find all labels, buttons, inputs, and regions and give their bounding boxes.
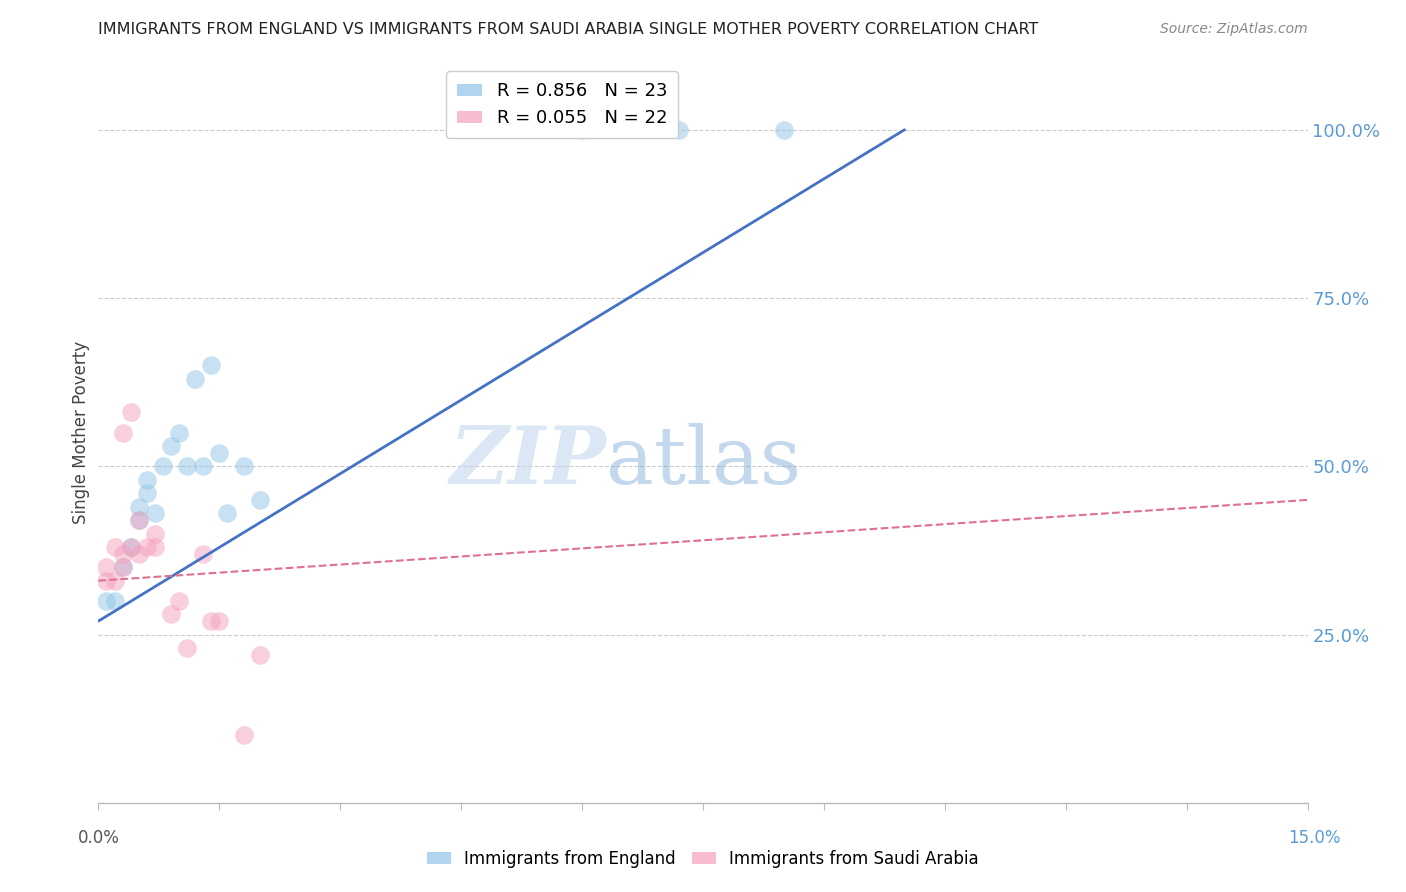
Point: [668, 122, 690, 136]
Text: IMMIGRANTS FROM ENGLAND VS IMMIGRANTS FROM SAUDI ARABIA SINGLE MOTHER POVERTY CO: IMMIGRANTS FROM ENGLAND VS IMMIGRANTS FR…: [98, 22, 1039, 37]
Legend: R = 0.856   N = 23, R = 0.055   N = 22: R = 0.856 N = 23, R = 0.055 N = 22: [446, 71, 678, 138]
Point: [160, 607, 183, 622]
Point: [152, 459, 174, 474]
Text: 0.0%: 0.0%: [77, 829, 120, 847]
Text: Source: ZipAtlas.com: Source: ZipAtlas.com: [1160, 22, 1308, 37]
Point: [135, 540, 157, 554]
Point: [208, 614, 231, 628]
Point: [111, 425, 134, 440]
Point: [160, 439, 183, 453]
Point: [103, 574, 125, 588]
Point: [200, 614, 222, 628]
Point: [143, 540, 166, 554]
Point: [120, 540, 142, 554]
Point: [167, 425, 190, 440]
Point: [96, 574, 118, 588]
Point: [200, 359, 222, 373]
Point: [128, 513, 150, 527]
Point: [103, 594, 125, 608]
Text: atlas: atlas: [606, 423, 801, 501]
Point: [96, 560, 118, 574]
Point: [135, 486, 157, 500]
Point: [128, 500, 150, 514]
Point: [111, 547, 134, 561]
Point: [143, 526, 166, 541]
Point: [176, 640, 198, 655]
Point: [128, 513, 150, 527]
Point: [193, 459, 215, 474]
Point: [217, 507, 239, 521]
Point: [232, 459, 254, 474]
Point: [120, 540, 142, 554]
Point: [96, 594, 118, 608]
Point: [143, 507, 166, 521]
Point: [193, 547, 215, 561]
Point: [249, 648, 271, 662]
Point: [111, 560, 134, 574]
Text: 15.0%: 15.0%: [1288, 829, 1341, 847]
Point: [128, 547, 150, 561]
Point: [184, 372, 207, 386]
Point: [571, 122, 593, 136]
Point: [103, 540, 125, 554]
Point: [249, 492, 271, 507]
Point: [120, 405, 142, 419]
Text: ZIP: ZIP: [450, 424, 606, 501]
Point: [772, 122, 794, 136]
Point: [176, 459, 198, 474]
Point: [111, 560, 134, 574]
Point: [167, 594, 190, 608]
Legend: Immigrants from England, Immigrants from Saudi Arabia: Immigrants from England, Immigrants from…: [420, 844, 986, 875]
Point: [232, 729, 254, 743]
Point: [208, 446, 231, 460]
Y-axis label: Single Mother Poverty: Single Mother Poverty: [72, 341, 90, 524]
Point: [135, 473, 157, 487]
